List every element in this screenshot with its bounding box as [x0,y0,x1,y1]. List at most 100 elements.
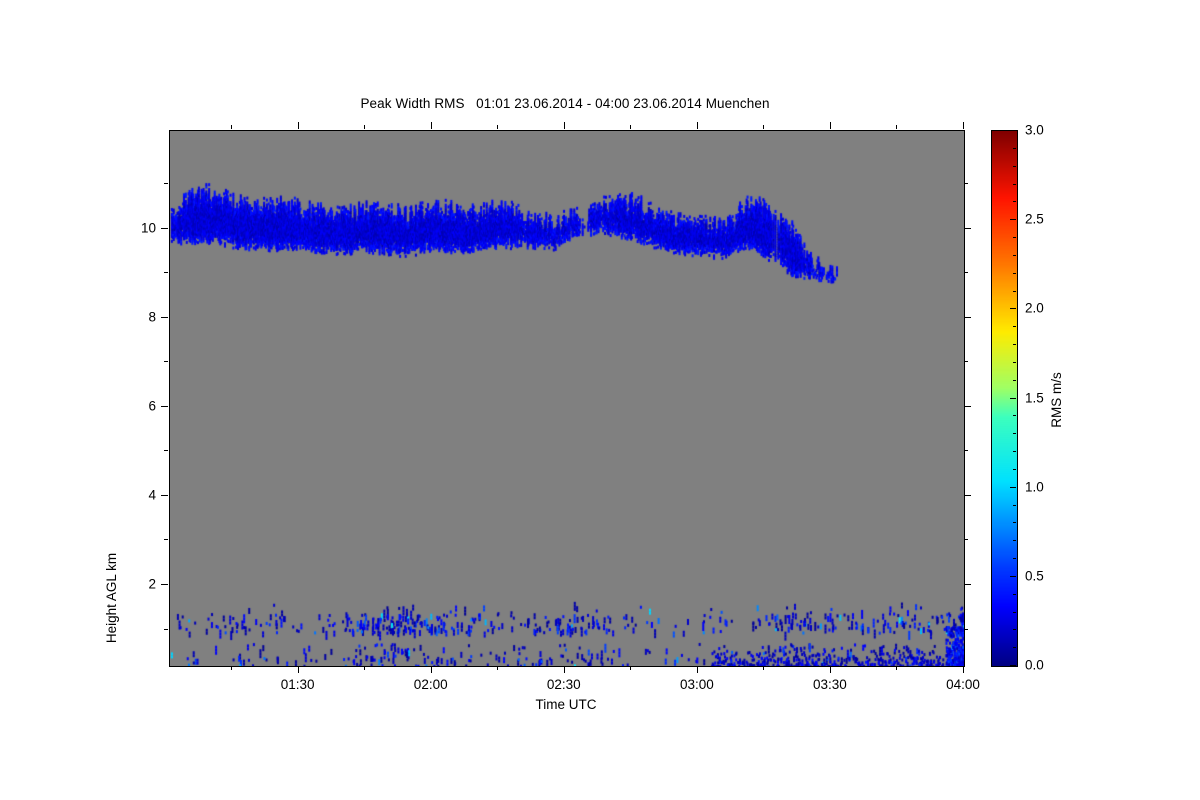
x-tick-minor [630,666,632,670]
colorbar-tick-minor [1013,522,1016,524]
y-tick-major-right [964,316,971,318]
x-tick-minor-top [364,125,366,129]
colorbar-tick-minor [1013,254,1016,256]
y-tick-major [161,316,168,318]
colorbar-tick-minor [1013,504,1016,506]
colorbar-tick-label: 0.5 [1025,568,1044,584]
colorbar-title: RMS m/s [1049,372,1064,428]
colorbar-tick-minor [1013,593,1016,595]
colorbar-tick-minor [1013,611,1016,613]
y-tick-minor [164,272,168,274]
colorbar-tick-minor [1013,344,1016,345]
x-tick-major-top [696,122,698,129]
y-tick-major [161,227,168,229]
x-tick-minor [364,666,366,670]
x-tick-label: 03:30 [813,677,847,692]
x-tick-label: 03:00 [679,677,714,692]
x-tick-major [563,666,565,673]
y-tick-label: 4 [148,487,156,503]
y-tick-label: 6 [148,398,156,414]
x-tick-major [963,666,964,673]
y-tick-minor-right [964,539,968,541]
y-tick-label: 10 [140,220,156,236]
colorbar-tick-minor [1013,272,1016,274]
colorbar-gradient [992,131,1017,666]
x-tick-minor [497,666,499,670]
y-tick-minor [164,361,168,363]
y-tick-major [161,494,168,496]
colorbar-tick-label: 2.0 [1025,300,1044,316]
colorbar-tick [1010,219,1016,221]
x-tick-major [297,666,299,673]
y-tick-minor-right [964,272,968,274]
y-tick-label: 8 [148,309,156,325]
x-tick-label: 02:30 [546,677,581,692]
y-tick-major-right [964,583,971,585]
colorbar-tick-minor [1013,468,1016,470]
x-tick-label: 04:00 [946,677,980,692]
y-tick-minor-right [964,183,968,185]
colorbar-tick [1010,575,1016,577]
colorbar-tick-minor [1013,165,1016,167]
colorbar-tick-minor [1013,629,1016,631]
y-axis-title-wrap: Height AGL km [104,300,128,643]
colorbar-tick [1010,130,1016,131]
x-tick-major-top [430,122,432,129]
colorbar-tick-minor [1013,290,1016,292]
y-tick-minor [164,628,168,630]
y-tick-label: 2 [148,576,156,592]
colorbar-tick-minor [1013,183,1016,185]
x-tick-minor-top [231,125,233,129]
x-tick-label: 01:30 [280,677,315,692]
colorbar-tick-minor [1013,647,1016,649]
y-tick-minor [164,183,168,185]
colorbar-tick [1010,308,1016,310]
x-tick-major-top [297,122,299,129]
colorbar-tick-minor [1013,379,1016,381]
chart-title: Peak Width RMS 01:01 23.06.2014 - 04:00 … [360,96,770,111]
x-tick-minor-top [630,125,632,129]
x-tick-major [829,666,831,673]
colorbar-tick-label: 1.5 [1025,390,1044,405]
colorbar-tick-label: 0.0 [1025,657,1044,673]
colorbar-tick-minor [1013,433,1016,435]
plot-axes [169,130,965,667]
heatmap-data-layer [170,131,964,666]
colorbar-tick-minor [1013,326,1016,328]
y-tick-minor-right [964,450,968,452]
y-tick-major-right [964,494,971,496]
colorbar-tick-minor [1013,361,1016,363]
colorbar-tick-minor [1013,540,1016,542]
colorbar-tick-minor [1013,415,1016,417]
y-tick-minor [164,450,168,452]
x-tick-minor-top [896,125,898,129]
colorbar-tick-minor [1013,558,1016,559]
x-tick-minor [896,666,898,670]
y-tick-major [161,405,168,407]
x-tick-major-top [563,122,565,129]
y-tick-minor-right [964,628,968,630]
x-tick-major-top [829,122,831,129]
x-tick-minor-top [497,125,499,129]
x-tick-minor-top [763,125,765,129]
y-tick-major [161,583,168,585]
colorbar [991,130,1018,667]
y-tick-minor [164,539,168,541]
x-tick-label: 02:00 [413,677,448,692]
y-tick-major-right [964,405,971,407]
colorbar-tick-label: 3.0 [1025,122,1044,138]
colorbar-tick [1010,665,1016,666]
x-tick-minor [763,666,765,670]
x-axis-title: Time UTC [535,697,597,712]
y-tick-major-right [964,227,971,229]
x-tick-major-top [963,122,964,129]
x-tick-minor [231,666,233,670]
x-tick-major [696,666,698,673]
colorbar-tick-minor [1013,451,1016,452]
colorbar-tick-minor [1013,201,1016,203]
colorbar-tick-label: 1.0 [1025,479,1044,495]
y-axis-title: Height AGL km [104,552,119,644]
colorbar-tick-minor [1013,147,1016,149]
y-tick-minor-right [964,361,968,363]
colorbar-tick [1010,397,1016,399]
